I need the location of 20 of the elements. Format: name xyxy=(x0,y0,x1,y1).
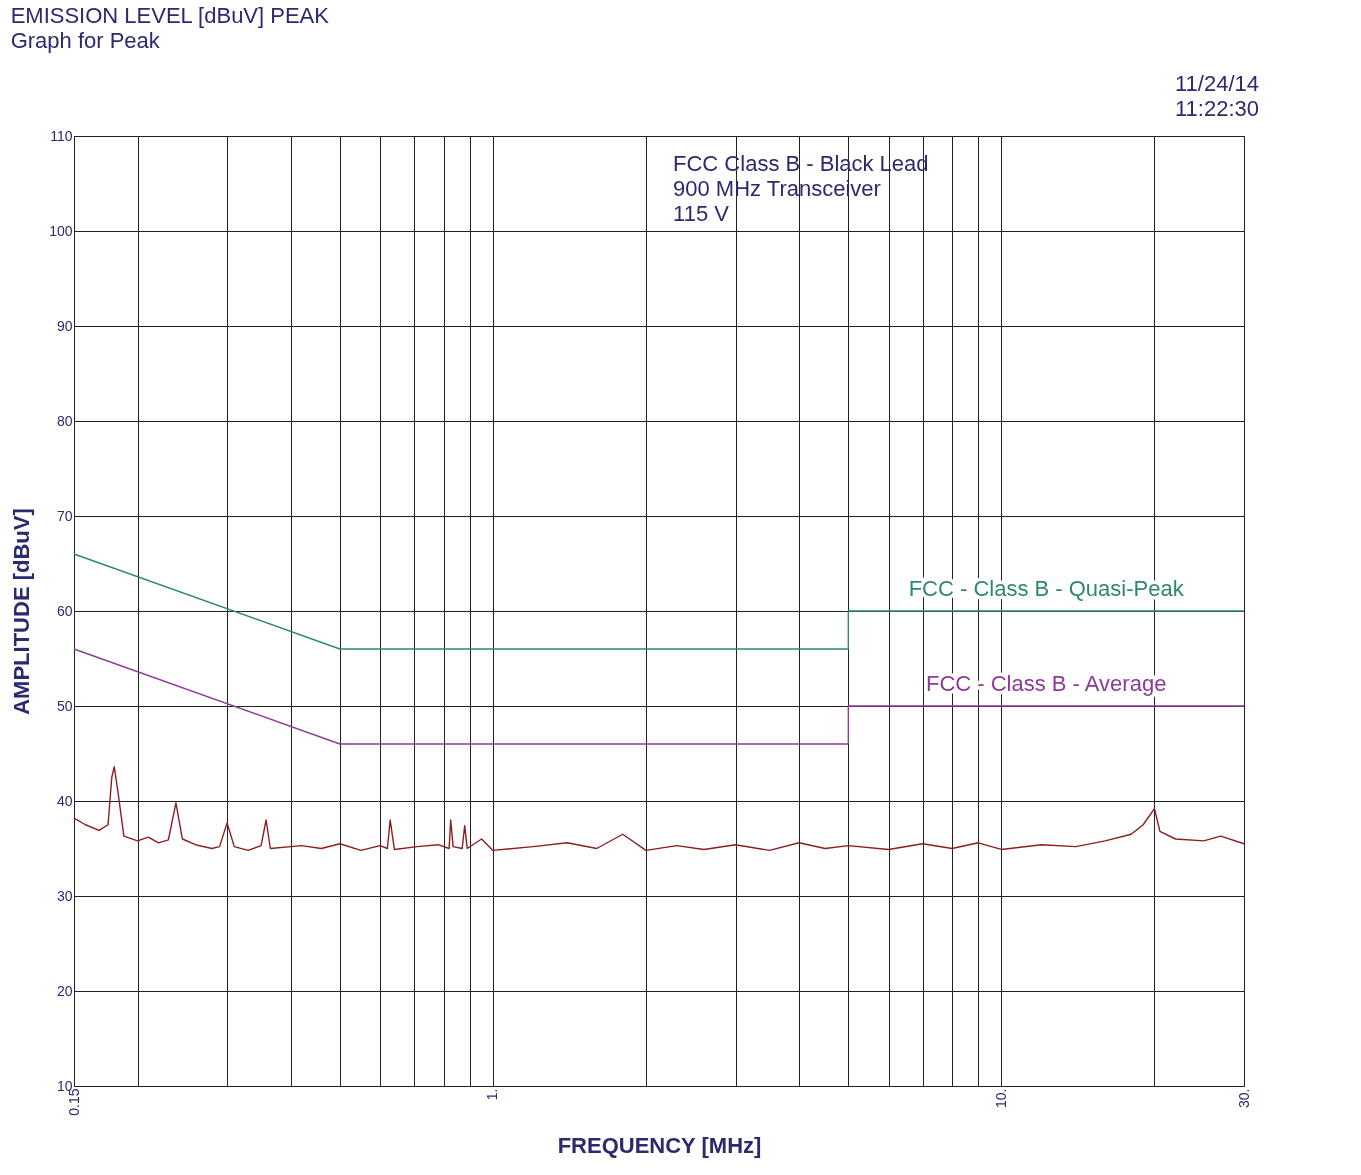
y-tick-label: 40 xyxy=(56,792,73,809)
y-tick-label: 100 xyxy=(49,222,73,239)
chart-subtitle: Graph for Peak xyxy=(10,28,161,53)
y-tick-label: 20 xyxy=(56,982,73,999)
x-axis-title: FREQUENCY [MHz] xyxy=(557,1132,762,1158)
text: 11:22:30 xyxy=(1174,96,1259,121)
y-tick-label: 70 xyxy=(56,507,73,524)
y-tick-label: 80 xyxy=(56,412,73,429)
y-tick-label: 90 xyxy=(56,317,73,334)
chart-title: EMISSION LEVEL [dBuV] PEAK xyxy=(10,3,330,28)
y-tick-label: 50 xyxy=(56,697,73,714)
x-tick-label: 10. xyxy=(992,1088,1009,1108)
x-tick-label: 30. xyxy=(1235,1088,1252,1108)
y-axis-title: AMPLITUDE [dBuV] xyxy=(9,508,35,715)
text: 11/24/14 xyxy=(1174,71,1259,96)
annotation: 115 V xyxy=(673,201,730,226)
y-tick-label: 30 xyxy=(56,887,73,904)
x-tick-label: 1. xyxy=(484,1088,501,1101)
y-tick-label: 60 xyxy=(56,602,73,619)
y-tick-label: 110 xyxy=(50,127,73,144)
